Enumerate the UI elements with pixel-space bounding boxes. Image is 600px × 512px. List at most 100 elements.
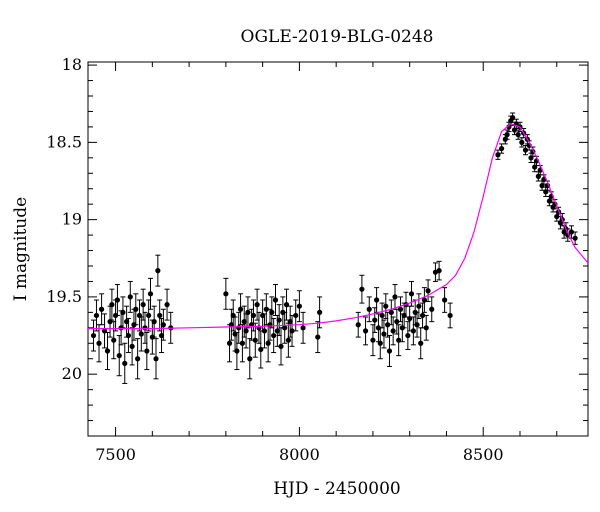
data-point: [133, 306, 139, 312]
x-axis-label: HJD - 2450000: [273, 479, 401, 499]
data-point: [522, 147, 529, 153]
data-point: [568, 229, 575, 235]
data-point: [362, 328, 369, 334]
data-point: [109, 302, 115, 308]
y-axis-label: I magnitude: [11, 197, 31, 301]
data-point: [383, 303, 389, 309]
data-point: [372, 317, 378, 323]
x-tick-label: 8000: [279, 445, 320, 464]
data-point: [282, 325, 288, 331]
data-point: [416, 303, 422, 309]
data-point: [271, 332, 277, 339]
data-point: [111, 337, 117, 343]
data-point: [226, 340, 233, 346]
data-point: [499, 145, 505, 152]
y-tick-label: 19: [62, 210, 82, 229]
data-point: [138, 331, 144, 337]
data-point: [155, 268, 161, 274]
data-point: [388, 309, 394, 315]
data-point: [442, 297, 448, 303]
x-tick-label: 8500: [463, 445, 504, 464]
data-point: [135, 356, 141, 362]
data-point: [429, 306, 435, 312]
data-point: [263, 306, 269, 312]
data-point: [245, 309, 251, 315]
data-point: [419, 312, 426, 319]
x-tick-label: 7500: [95, 445, 136, 464]
data-point: [147, 291, 154, 297]
data-point: [104, 348, 111, 354]
data-point: [394, 319, 400, 325]
data-point: [276, 317, 282, 323]
data-point: [410, 328, 416, 334]
data-point: [122, 360, 128, 366]
data-point: [386, 348, 393, 354]
data-point: [423, 325, 429, 331]
data-point: [519, 139, 525, 145]
data-point: [151, 319, 157, 325]
data-point: [265, 340, 271, 346]
data-point: [247, 356, 253, 362]
data-point: [385, 322, 391, 328]
data-point: [153, 356, 159, 362]
data-point: [99, 306, 105, 312]
data-point: [243, 328, 249, 334]
data-point: [405, 332, 411, 339]
data-point: [397, 306, 404, 312]
data-point: [289, 328, 295, 334]
data-point: [93, 312, 100, 319]
data-point: [157, 312, 163, 319]
data-point: [425, 288, 431, 294]
data-point: [239, 340, 246, 346]
data-point: [418, 340, 424, 346]
plot-area: 7500 8000 8500 18 18.5 19 19.5 20: [46, 55, 589, 464]
data-point: [414, 322, 420, 328]
data-point: [96, 340, 102, 346]
data-point: [278, 343, 284, 349]
data-point: [359, 286, 365, 292]
y-tick-label: 18.5: [46, 132, 82, 151]
data-point: [144, 348, 150, 354]
data-point: [252, 337, 258, 343]
data-point: [228, 322, 234, 328]
data-point: [114, 297, 121, 303]
data-point: [315, 334, 321, 340]
data-point: [355, 322, 361, 328]
data-point: [300, 325, 306, 331]
data-point: [379, 312, 385, 319]
data-point: [164, 302, 170, 308]
data-point: [504, 132, 510, 138]
data-point: [160, 322, 166, 328]
data-point: [90, 332, 97, 339]
data-point: [125, 332, 132, 339]
data-point: [241, 319, 247, 325]
data-point: [254, 302, 260, 308]
plot-frame: [87, 61, 589, 437]
data-point: [370, 337, 376, 343]
data-point: [436, 268, 442, 274]
data-point: [572, 235, 578, 241]
data-point: [142, 325, 148, 331]
data-point: [408, 291, 415, 297]
data-point: [366, 306, 372, 312]
data-point: [140, 302, 146, 308]
data-point: [285, 337, 291, 343]
data-point: [293, 312, 299, 319]
data-point: [390, 328, 396, 334]
data-point: [236, 325, 242, 331]
data-point: [287, 319, 293, 325]
data-point: [129, 343, 135, 349]
data-point: [120, 309, 126, 315]
y-tick-label: 19.5: [46, 287, 82, 306]
data-point: [392, 294, 398, 300]
data-layer: [88, 112, 588, 384]
data-point: [317, 309, 323, 315]
data-point: [515, 132, 521, 138]
data-point: [261, 328, 268, 334]
model-curve: [88, 123, 588, 330]
data-point: [381, 331, 387, 337]
data-point: [234, 348, 240, 354]
data-point: [146, 312, 152, 319]
